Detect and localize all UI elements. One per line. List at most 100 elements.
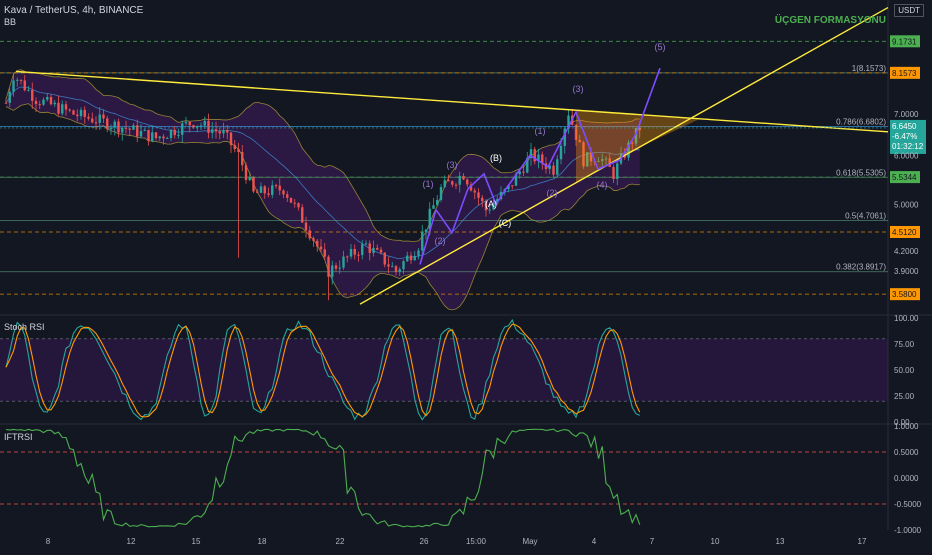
stoch-k-line: [5, 318, 640, 421]
iftrsi-axis-tick: -1.0000: [894, 526, 922, 535]
iftrsi-axis-tick: 0.5000: [894, 448, 919, 457]
trendline-upper: [15, 70, 889, 133]
bollinger-basis: [5, 86, 640, 260]
candle-body: [342, 256, 345, 268]
candle-body: [323, 249, 326, 257]
candle-body: [394, 266, 398, 272]
stoch-axis-tick: 25.00: [894, 392, 915, 401]
currency-label[interactable]: USDT: [894, 4, 924, 17]
candle-body: [533, 149, 536, 162]
candle-body: [229, 132, 233, 146]
candle-body: [559, 145, 563, 160]
candle-body: [233, 145, 236, 150]
candle-body: [567, 115, 570, 129]
candle-body: [608, 158, 611, 167]
candle-body: [518, 171, 521, 175]
candle-body: [263, 186, 266, 194]
candle-body: [368, 243, 371, 253]
candle-body: [166, 137, 169, 139]
candle-body: [477, 192, 480, 198]
candle-body: [274, 185, 278, 187]
candle-body: [4, 102, 8, 104]
candle-body: [91, 118, 94, 123]
candle-body: [462, 175, 465, 180]
price-level-value: 5.5344: [892, 173, 917, 182]
candle-body: [316, 240, 319, 247]
time-axis-tick: May: [522, 537, 537, 546]
candle-body: [413, 255, 416, 261]
candle-body: [128, 128, 131, 130]
candle-body: [563, 128, 566, 146]
candle-body: [529, 149, 533, 158]
candle-body: [27, 89, 30, 91]
candle-body: [293, 202, 296, 204]
candle-body: [87, 116, 90, 119]
wave-label: (4): [597, 180, 608, 190]
fib-level-label: 1(8.1573): [852, 64, 887, 73]
candle-body: [46, 96, 49, 100]
candle-body: [484, 201, 488, 211]
last-price-change: -6.47%: [892, 132, 917, 141]
stoch-axis-tick: 50.00: [894, 366, 915, 375]
candle-body: [552, 165, 555, 175]
candle-body: [424, 229, 428, 233]
fib-level-label: 0.618(5.5305): [836, 168, 886, 177]
candle-body: [466, 179, 469, 185]
fib-level-label: 0.382(3.8917): [836, 263, 886, 272]
fib-level-label: 0.786(6.6802): [836, 118, 886, 127]
candle-body: [297, 203, 300, 208]
time-axis-tick: 17: [858, 537, 867, 546]
candle-body: [226, 130, 229, 133]
candle-body: [169, 129, 173, 138]
candle-body: [428, 208, 431, 230]
candle-body: [439, 186, 443, 200]
candle-body: [252, 177, 255, 192]
candle-body: [409, 255, 413, 261]
candle-body: [304, 222, 308, 231]
candle-body: [398, 269, 401, 272]
price-level-value: 4.5120: [892, 228, 917, 237]
candle-body: [184, 122, 188, 124]
candle-body: [76, 114, 79, 117]
candle-body: [79, 109, 83, 117]
candle-body: [458, 175, 461, 185]
candle-body: [469, 184, 473, 191]
candle-body: [16, 79, 19, 81]
candle-body: [634, 127, 638, 144]
wave-label: (2): [547, 188, 558, 198]
candle-body: [432, 205, 435, 209]
candle-body: [286, 194, 289, 198]
time-axis-tick: 22: [336, 537, 345, 546]
candle-body: [319, 246, 323, 250]
candle-body: [289, 197, 293, 203]
candle-body: [353, 248, 356, 255]
price-level-value: 9.1731: [892, 37, 917, 46]
candle-body: [631, 142, 634, 144]
candle-body: [372, 247, 375, 253]
candle-body: [473, 190, 476, 193]
candle-body: [109, 127, 113, 130]
candle-body: [241, 152, 244, 166]
candle-body: [38, 104, 41, 106]
candle-body: [443, 180, 446, 187]
candle-body: [244, 165, 248, 181]
candle-body: [267, 193, 270, 195]
candle-body: [143, 129, 146, 131]
wave-label: (C): [499, 218, 512, 228]
time-axis-tick: 18: [258, 537, 267, 546]
candle-body: [578, 139, 581, 143]
triangle-annotation: ÜÇGEN FORMASYONU: [774, 15, 886, 26]
candle-body: [248, 177, 251, 181]
iftrsi-line: [5, 428, 641, 528]
iftrsi-label: IFTRSI: [4, 432, 33, 442]
candle-body: [192, 125, 195, 128]
candle-body: [49, 96, 53, 105]
candle-body: [173, 129, 176, 136]
candle-body: [349, 248, 353, 257]
candle-body: [31, 89, 34, 101]
trendline-lower: [359, 6, 889, 305]
candle-body: [158, 136, 161, 139]
candle-body: [364, 243, 368, 245]
candle-body: [361, 244, 364, 256]
